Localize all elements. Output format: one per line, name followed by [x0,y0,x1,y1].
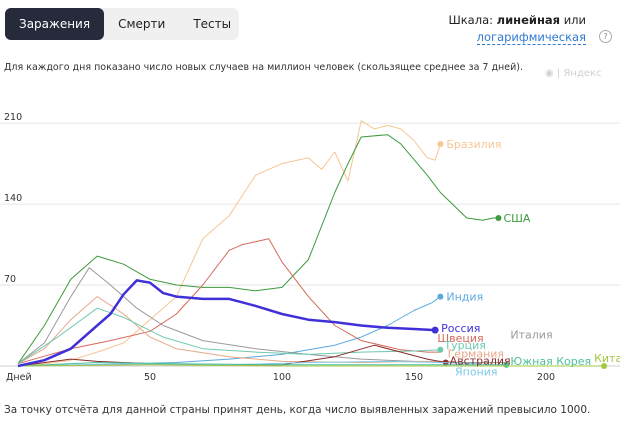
series-endpoint-Бразилия [437,140,444,147]
series-label-Италия: Италия [510,329,552,342]
y-tick-label-140: 140 [4,193,22,204]
x-tick-label-100: 100 [273,372,291,383]
series-line-Австралия [17,344,446,367]
series-line-Бразилия [17,120,441,367]
series-label-Швеция: Швеция [437,332,483,345]
series-endpoint-Россия [431,326,439,334]
series-line-США [17,134,499,364]
metric-tabs: Заражения Смерти Тесты [5,8,239,40]
series-label-Турция: Турция [443,339,485,352]
footnote: За точку отсчёта для данной страны приня… [4,404,591,416]
series-label-Германия: Германия [448,347,504,360]
series-line-Китай [17,364,605,367]
series-line-Индия [17,296,441,367]
watermark-text: Яндекс [563,68,602,79]
x-tick-label-150: 150 [405,372,423,383]
series-endpoint-Индия [437,293,444,300]
y-tick-label-210: 210 [4,112,22,123]
series-endpoint-США [495,214,502,221]
series-label-Япония: Япония [455,366,498,379]
scale-switch: Шкала: линейная или логарифмическая [448,12,586,46]
series-endpoint-Китай [601,363,608,369]
tab-tests[interactable]: Тесты [193,17,232,31]
series-label-Южная Корея: Южная Корея [510,355,591,368]
scale-or: или [563,13,586,27]
tab-infections[interactable]: Заражения [5,8,105,40]
series-label-Австралия: Австралия [450,355,511,368]
scale-linear[interactable]: линейная [496,13,561,27]
scale-log-link[interactable]: логарифмическая [476,30,586,45]
series-line-Южная Корея [17,362,507,367]
x-axis-label: Дней [6,372,32,383]
series-endpoint-Турция [437,346,444,353]
chart-subtitle: Для каждого дня показано число новых слу… [4,62,523,73]
y-tick-label-70: 70 [4,274,16,285]
series-line-Италия [17,267,507,365]
series-label-Индия: Индия [446,291,483,304]
series-label-Китай: Китай [594,352,620,365]
series-label-Бразилия: Бразилия [446,138,501,151]
x-tick-label-200: 200 [537,372,555,383]
x-tick-label-50: 50 [144,372,156,383]
series-line-Россия [17,279,436,368]
tab-deaths[interactable]: Смерти [118,17,166,31]
series-line-Турция [17,307,441,365]
series-line-Швеция [17,238,441,365]
scale-prefix: Шкала: [448,13,493,27]
series-line-Япония [17,360,481,367]
series-label-США: США [503,212,530,225]
series-label-Россия: Россия [441,322,480,335]
series-line-Германия [17,296,454,365]
question-icon[interactable]: ? [599,30,612,43]
yandex-watermark: ◉ | Яндекс [545,68,602,79]
